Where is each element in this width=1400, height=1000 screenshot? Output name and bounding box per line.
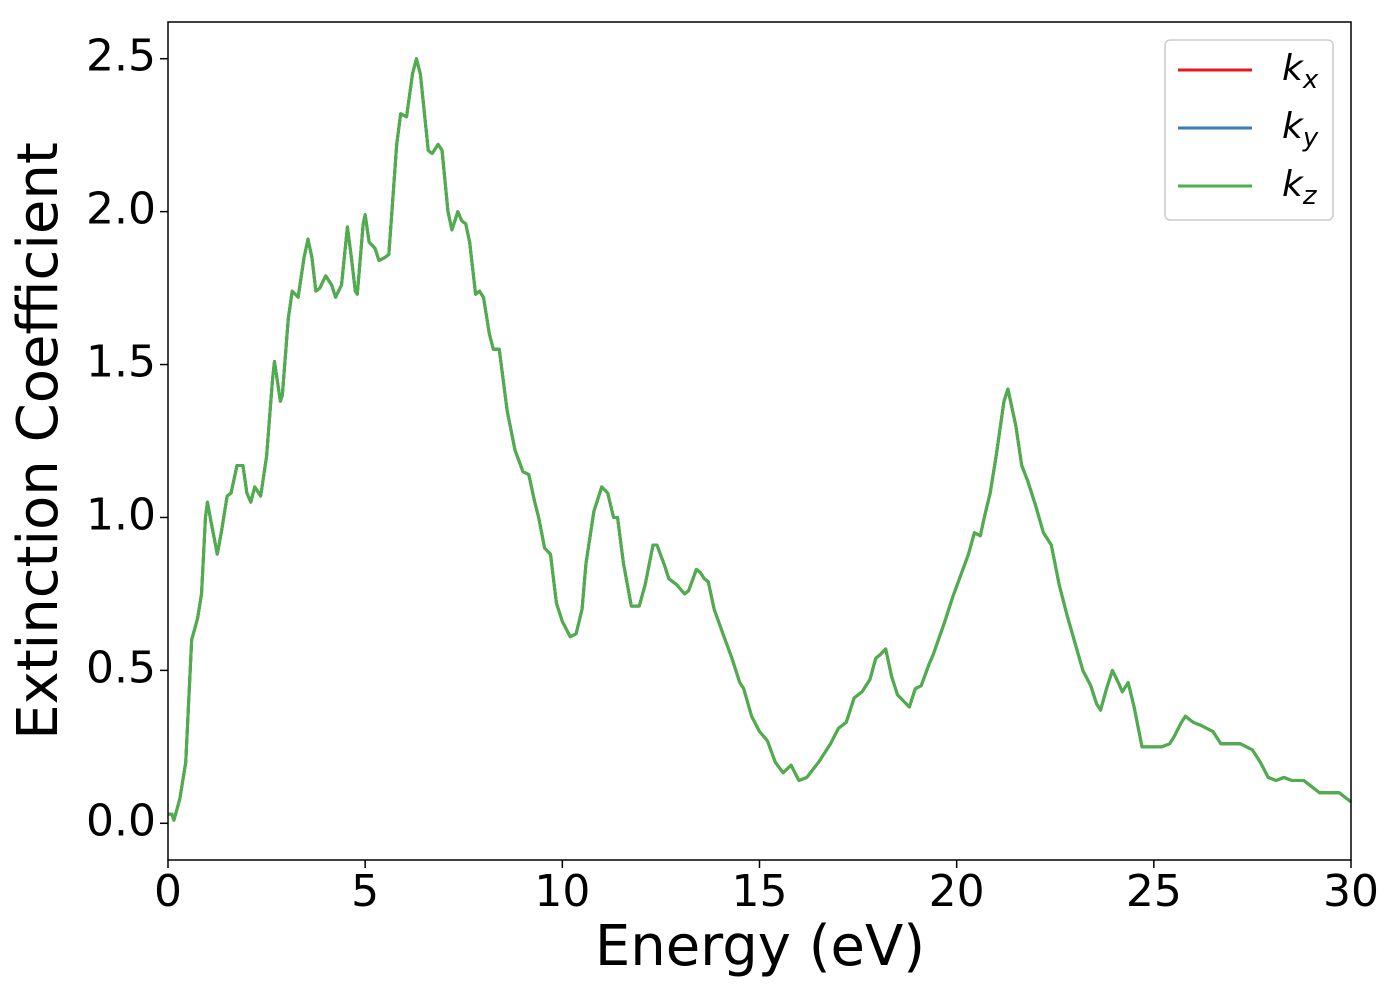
x-tick-label: 25 (1126, 866, 1182, 917)
y-tick-label: 0.5 (86, 642, 156, 693)
x-tick-label: 30 (1323, 866, 1379, 917)
legend-box (1164, 39, 1334, 221)
series-line (168, 57, 1352, 822)
legend-label: ky (1282, 106, 1319, 153)
y-tick-label: 2.0 (86, 184, 156, 235)
x-tick-label: 20 (929, 866, 985, 917)
y-tick-label: 1.5 (86, 337, 156, 388)
x-tick-label: 10 (534, 866, 590, 917)
plot-frame (167, 21, 1352, 861)
y-tick-label: 0.0 (86, 795, 156, 846)
x-tick-label: 5 (351, 866, 379, 917)
y-tick-label: 1.0 (86, 489, 156, 540)
x-tick-label: 0 (154, 866, 182, 917)
legend-label: kz (1282, 164, 1318, 211)
y-axis-label: Extinction Coefficient (6, 142, 71, 740)
x-axis-label: Energy (eV) (595, 914, 925, 979)
y-tick-label: 2.5 (86, 31, 156, 82)
legend-label: kx (1282, 48, 1319, 95)
x-tick-label: 15 (732, 866, 788, 917)
